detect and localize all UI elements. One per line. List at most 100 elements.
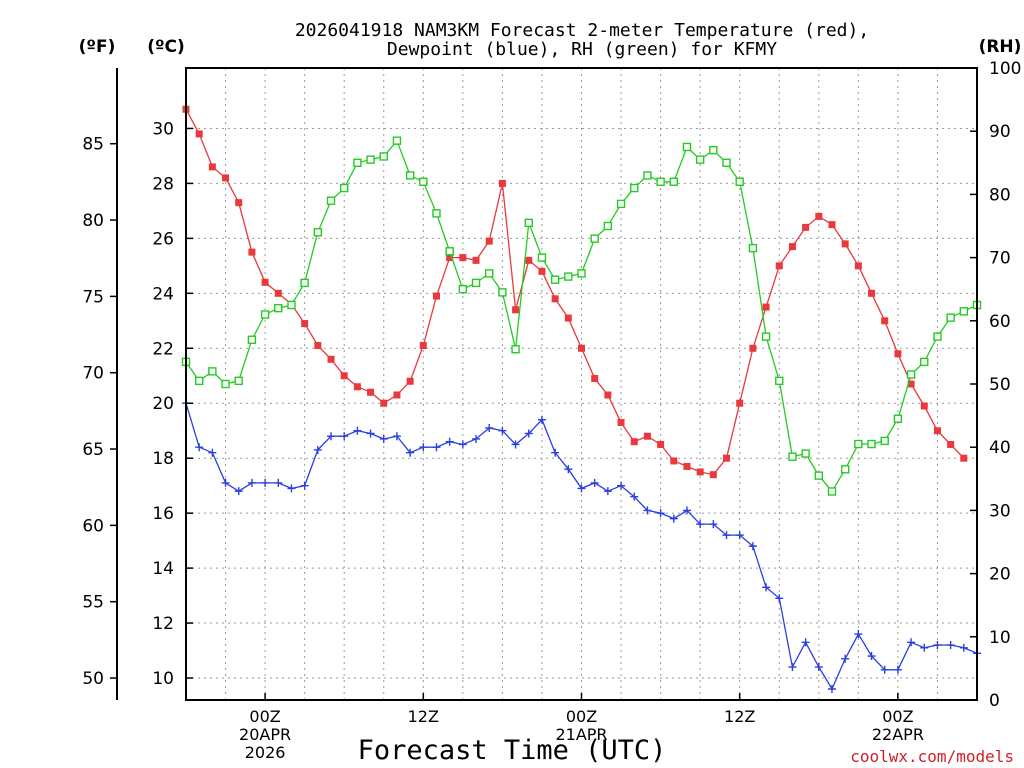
data-point bbox=[868, 289, 876, 297]
data-point bbox=[775, 594, 784, 603]
data-point bbox=[419, 177, 428, 186]
rh-tick-label: 30 bbox=[989, 501, 1011, 521]
data-point bbox=[512, 306, 520, 314]
data-point bbox=[656, 177, 665, 186]
data-point bbox=[340, 183, 349, 193]
celsius-tick-label: 26 bbox=[152, 229, 174, 249]
data-point bbox=[604, 391, 612, 399]
data-point bbox=[498, 426, 507, 435]
series-layer bbox=[181, 105, 982, 694]
fahrenheit-tick-label: 80 bbox=[82, 211, 104, 231]
fahrenheit-tick-label: 55 bbox=[82, 593, 104, 613]
data-point bbox=[300, 278, 309, 288]
data-point bbox=[406, 377, 414, 385]
data-point bbox=[248, 248, 256, 256]
data-point bbox=[630, 492, 639, 501]
data-point bbox=[313, 228, 323, 237]
data-point bbox=[788, 663, 797, 672]
data-point bbox=[564, 272, 573, 281]
data-point bbox=[959, 307, 969, 316]
data-point bbox=[551, 295, 559, 303]
data-point bbox=[867, 652, 876, 661]
rh-tick-label: 70 bbox=[989, 249, 1011, 269]
data-point bbox=[327, 432, 336, 441]
celsius-tick-label: 18 bbox=[152, 449, 174, 469]
data-point bbox=[379, 152, 388, 161]
data-point bbox=[801, 638, 810, 647]
data-point bbox=[907, 380, 915, 388]
data-point bbox=[472, 256, 480, 264]
rh-tick-label: 80 bbox=[989, 185, 1011, 205]
data-point bbox=[695, 155, 705, 164]
data-point bbox=[392, 432, 401, 441]
data-point bbox=[340, 372, 348, 380]
data-point bbox=[814, 471, 823, 480]
data-point bbox=[471, 278, 481, 288]
fahrenheit-unit-label: (ºF) bbox=[79, 37, 116, 57]
data-point bbox=[709, 471, 717, 479]
data-point bbox=[274, 303, 283, 313]
data-point bbox=[657, 440, 665, 448]
data-point bbox=[367, 388, 375, 396]
data-point bbox=[709, 520, 718, 529]
rh-tick-label: 50 bbox=[989, 375, 1011, 395]
data-point bbox=[313, 445, 322, 454]
data-point bbox=[247, 335, 257, 344]
data-point bbox=[577, 484, 586, 493]
fahrenheit-tick-label: 75 bbox=[82, 287, 104, 307]
data-point bbox=[840, 465, 850, 474]
data-point bbox=[511, 345, 520, 354]
data-point bbox=[630, 438, 638, 446]
data-point bbox=[472, 434, 481, 443]
data-point bbox=[854, 630, 863, 639]
data-point bbox=[432, 292, 440, 300]
data-point bbox=[630, 183, 639, 193]
data-point bbox=[327, 355, 335, 363]
x-tick-label: 2026 bbox=[245, 743, 286, 762]
data-point bbox=[550, 275, 560, 284]
data-point bbox=[815, 212, 823, 220]
data-point bbox=[946, 641, 955, 650]
data-point bbox=[432, 443, 441, 452]
data-point bbox=[485, 423, 494, 432]
data-point bbox=[234, 487, 243, 496]
plot-frame bbox=[185, 67, 978, 701]
celsius-tick-label: 22 bbox=[152, 339, 174, 359]
data-point bbox=[498, 288, 507, 297]
data-point bbox=[221, 478, 230, 487]
data-point bbox=[749, 344, 757, 352]
data-point bbox=[933, 427, 941, 435]
data-point bbox=[894, 350, 902, 358]
x-tick-label: 12Z bbox=[408, 707, 439, 726]
data-point bbox=[722, 531, 731, 540]
data-point bbox=[854, 439, 863, 449]
data-point bbox=[788, 452, 797, 461]
data-point bbox=[827, 487, 837, 496]
data-point bbox=[326, 196, 336, 205]
x-tick-label: 00Z bbox=[882, 707, 913, 726]
data-point bbox=[301, 320, 309, 328]
data-point bbox=[748, 243, 758, 253]
data-point bbox=[933, 332, 942, 341]
data-point bbox=[432, 209, 441, 218]
data-point bbox=[380, 399, 388, 407]
data-point bbox=[617, 418, 625, 426]
data-point bbox=[446, 254, 454, 262]
data-point bbox=[590, 234, 599, 243]
data-point bbox=[946, 313, 955, 322]
grid-lines bbox=[186, 68, 977, 700]
data-point bbox=[458, 440, 467, 449]
data-point bbox=[485, 269, 494, 278]
data-point bbox=[722, 158, 731, 168]
data-point bbox=[366, 155, 375, 164]
data-point bbox=[261, 278, 269, 286]
data-point bbox=[881, 317, 889, 325]
celsius-tick-label: 28 bbox=[152, 174, 174, 194]
data-point bbox=[682, 506, 691, 515]
data-point bbox=[577, 269, 586, 278]
fahrenheit-tick-label: 50 bbox=[82, 669, 104, 689]
data-point bbox=[235, 199, 243, 207]
data-point bbox=[867, 439, 876, 449]
chart-title-line2: Dewpoint (blue), RH (green) for KFMY bbox=[387, 39, 777, 60]
data-point bbox=[511, 440, 520, 449]
